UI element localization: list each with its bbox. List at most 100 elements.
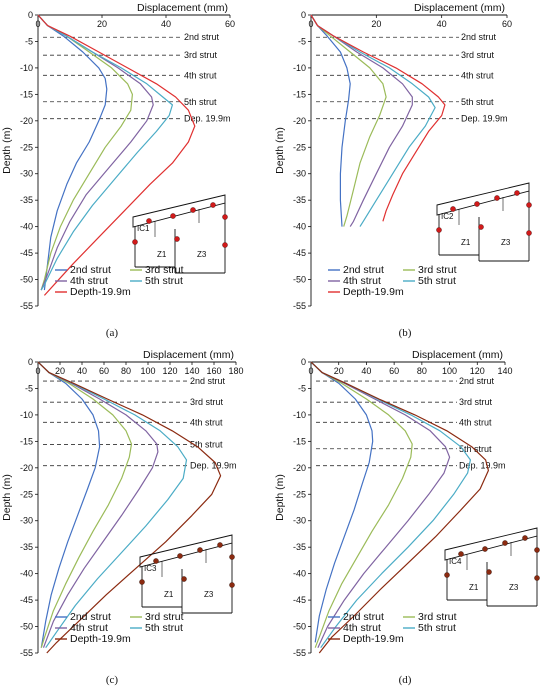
inset-monitor-point: [222, 242, 228, 248]
y-tick-label: 0: [28, 10, 33, 20]
y-tick-label: -15: [293, 89, 306, 99]
x-axis-title: Displacement (mm): [414, 2, 505, 14]
inset-monitor-point: [534, 547, 540, 553]
inset-monitor-point: [170, 213, 176, 219]
inset-label: Z3: [501, 238, 511, 247]
inset-label: Z3: [204, 590, 214, 599]
inset-monitor-point: [153, 558, 159, 564]
legend-label: 3rd strut: [145, 264, 184, 276]
y-tick-label: -5: [298, 36, 306, 46]
y-tick-label: -30: [20, 516, 33, 526]
legend-label: 5th strut: [418, 275, 456, 287]
y-tick-label: -10: [293, 410, 306, 420]
inset-monitor-point: [229, 554, 235, 560]
legend-label: 2nd strut: [70, 611, 111, 623]
series-line-2: [310, 14, 387, 227]
y-axis-title: Depth (m): [1, 127, 13, 174]
legend-label: 4th strut: [70, 275, 108, 287]
inset-monitor-point: [146, 218, 152, 224]
inset-monitor-point: [132, 239, 138, 245]
inset-monitor-point: [139, 579, 145, 585]
x-tick-label: 40: [161, 19, 171, 29]
x-axis-title: Displacement (mm): [137, 2, 228, 14]
y-tick-label: -45: [293, 595, 306, 605]
x-tick-label: 80: [417, 366, 427, 376]
legend: 2nd strut 3rd strut 4th strut 5th strut Dept…: [328, 611, 457, 645]
y-tick-label: -45: [20, 248, 33, 258]
inset-monitor-point: [526, 202, 532, 208]
series-line-5: [310, 361, 489, 654]
legend-label: 5th strut: [145, 622, 183, 634]
legend-label: Depth-19.9m: [70, 286, 131, 298]
legend: 2nd strut 3rd strut 4th strut 5th strut Dept…: [55, 611, 184, 645]
y-tick-label: -5: [298, 383, 306, 393]
strut-level-label: 4th strut: [459, 417, 492, 427]
y-tick-label: -35: [20, 195, 33, 205]
strut-level-label: 5th strut: [459, 444, 492, 454]
legend-label: 2nd strut: [343, 264, 384, 276]
inset-monitor-point: [450, 206, 456, 212]
inset-label: Z1: [157, 250, 167, 259]
y-tick-label: -50: [293, 622, 306, 632]
strut-level-label: 5th strut: [461, 97, 494, 107]
panel-label: (d): [399, 674, 412, 686]
inset-monitor-point: [436, 227, 442, 233]
x-tick-label: 140: [184, 366, 199, 376]
legend-label: 4th strut: [343, 275, 381, 287]
legend-label: 3rd strut: [418, 611, 457, 623]
x-axis-title: Displacement (mm): [412, 349, 503, 361]
inset-monitor-point: [210, 202, 216, 208]
y-tick-label: -25: [20, 489, 33, 499]
inset-monitor-point: [526, 230, 532, 236]
y-tick-label: -35: [20, 542, 33, 552]
strut-level-label: 4th strut: [184, 70, 217, 80]
y-tick-label: -45: [20, 595, 33, 605]
y-tick-label: -15: [20, 89, 33, 99]
strut-level-label: 2nd strut: [184, 32, 220, 42]
strut-level-label: 5th strut: [184, 97, 217, 107]
legend-label: Depth-19.9m: [343, 633, 404, 645]
chart-panel-4: 0 20 40 60 80 100 120 1400-5-10-15-20-25-30-35-…: [274, 349, 540, 686]
chart-panel-1: 0 20 40 600-5-10-15-20-25-30-35-40-45-50-55…: [1, 2, 235, 339]
inset-monitor-point: [229, 582, 235, 588]
x-tick-label: 0: [308, 19, 313, 29]
legend: 2nd strut 3rd strut 4th strut 5th strut Dept…: [328, 264, 457, 298]
inset-monitor-point: [486, 569, 492, 575]
y-tick-label: -55: [293, 648, 306, 658]
inset-monitor-point: [494, 195, 500, 201]
inset-monitor-point: [502, 540, 508, 546]
x-tick-label: 40: [361, 366, 371, 376]
series-line-4: [37, 14, 173, 291]
x-tick-label: 20: [55, 366, 65, 376]
inset-monitor-point: [222, 214, 228, 220]
x-tick-label: 0: [35, 19, 40, 29]
series-line-2: [310, 361, 413, 648]
x-tick-label: 0: [35, 366, 40, 376]
panel-label: (c): [106, 674, 119, 686]
strut-level-label: 4th strut: [190, 417, 223, 427]
inset-label: Z3: [509, 583, 519, 592]
inset-monitor-point: [478, 224, 484, 230]
series-line-3: [310, 14, 413, 227]
legend-label: Depth-19.9m: [70, 633, 131, 645]
y-tick-label: -25: [20, 142, 33, 152]
series-line-2: [37, 361, 133, 648]
legend-label: 4th strut: [70, 622, 108, 634]
y-axis-title: Depth (m): [1, 474, 13, 521]
inset-monitor-point: [197, 547, 203, 553]
x-tick-label: 60: [502, 19, 512, 29]
series-line-1: [37, 14, 108, 291]
series-line-5: [37, 361, 222, 654]
inset-monitor-point: [174, 236, 180, 242]
x-tick-label: 80: [121, 366, 131, 376]
strut-level-label: 2nd strut: [459, 376, 495, 386]
inset-monitor-point: [514, 190, 520, 196]
inset-monitor-point: [522, 535, 528, 541]
plan-inset: IC1 Z1 Z3: [132, 194, 228, 274]
x-tick-label: 60: [389, 366, 399, 376]
x-tick-label: 120: [162, 366, 177, 376]
y-tick-label: -15: [20, 436, 33, 446]
x-tick-label: 40: [437, 19, 447, 29]
